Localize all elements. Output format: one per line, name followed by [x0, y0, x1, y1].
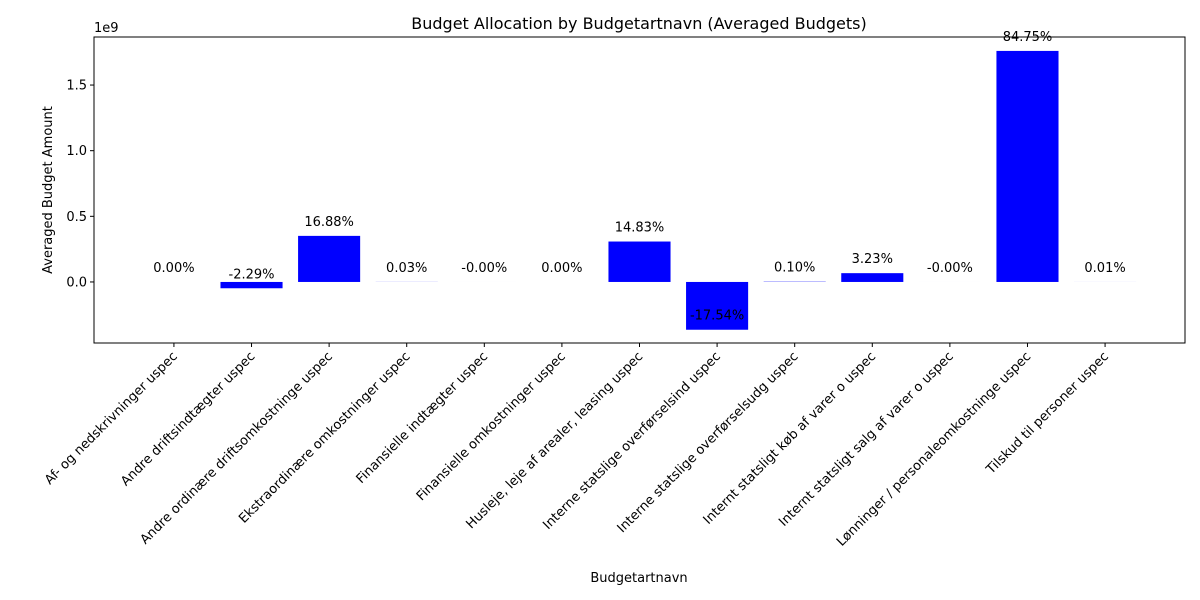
x-tick-label: Af- og nedskrivninger uspec [42, 349, 181, 488]
bar [220, 281, 283, 289]
bar-percent-label: 3.23% [852, 252, 893, 267]
x-tick-label: Finansielle indtægter uspec [354, 349, 492, 487]
x-tick-label: Andre driftsindtægter uspec [118, 349, 258, 489]
bar-percent-label: 16.88% [304, 215, 354, 230]
bar-percent-label: -17.54% [690, 309, 744, 324]
bar-percent-label: 0.01% [1084, 261, 1125, 276]
y-tick-label: 0.5 [66, 210, 87, 225]
bar [686, 281, 749, 330]
bar-percent-label: -2.29% [229, 267, 275, 282]
x-tick-label: Internt statsligt køb af varer o uspec [701, 349, 879, 527]
bar-percent-label: -0.00% [461, 261, 507, 276]
x-tick-label: Ekstraordinære omkostninger uspec [236, 349, 413, 526]
chart-title: Budget Allocation by Budgetartnavn (Aver… [411, 14, 866, 33]
x-tick-label: Tilskud til personer uspec [983, 349, 1112, 478]
bar-percent-label: 0.00% [153, 261, 194, 276]
x-tick-label: Finansielle omkostninger uspec [414, 349, 569, 504]
bar [298, 235, 361, 282]
bar-percent-label: 0.03% [386, 261, 427, 276]
bar-percent-label: 0.00% [541, 261, 582, 276]
bar-percent-label: 0.10% [774, 261, 815, 276]
bar-percent-label: 84.75% [1003, 30, 1053, 45]
bar [841, 273, 904, 282]
y-tick-label: 0.0 [66, 275, 87, 290]
bar-percent-label: 14.83% [615, 221, 665, 236]
y-tick-label: 1.5 [66, 79, 87, 94]
bar [996, 50, 1059, 282]
bar-percent-label: -0.00% [927, 261, 973, 276]
x-axis-label: Budgetartnavn [590, 571, 687, 586]
x-tick-label: Internt statsligt salg af varer o uspec [776, 349, 957, 530]
x-tick-label: Interne statslige overførselsind uspec [540, 349, 724, 533]
y-offset-label: 1e9 [94, 21, 119, 36]
x-tick-label: Interne statslige overførselsudg uspec [615, 349, 802, 536]
bar [608, 241, 671, 282]
x-tick-label: Husleje, leje af arealer, leasing uspec [464, 349, 647, 532]
y-tick-label: 1.0 [66, 144, 87, 159]
y-axis-label: Averaged Budget Amount [41, 106, 56, 274]
